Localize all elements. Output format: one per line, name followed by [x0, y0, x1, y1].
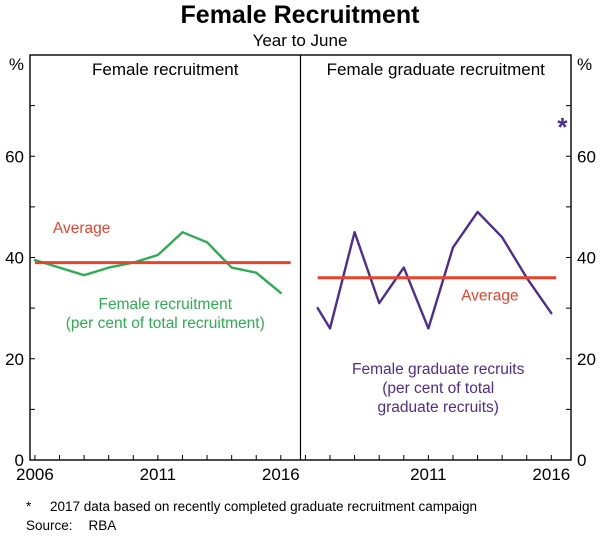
y-axis-label-left: 20	[5, 350, 24, 369]
y-axis-label-left: 60	[5, 147, 24, 166]
series-line	[33, 230, 282, 295]
source-value: RBA	[88, 518, 117, 533]
y-axis-unit-left: %	[9, 55, 24, 74]
x-axis-label: 2011	[140, 465, 177, 484]
y-axis-label-left: 0	[15, 451, 24, 470]
x-axis-label: 2016	[262, 465, 300, 484]
x-axis-label: 2016	[532, 465, 570, 484]
footnote-marker: *	[26, 499, 32, 514]
y-axis-label-right: 0	[577, 451, 586, 470]
y-axis-label-right: 40	[577, 249, 596, 268]
average-label-left: Average	[53, 220, 110, 237]
y-axis-label-right: 20	[577, 350, 596, 369]
footnote-text: 2017 data based on recently completed gr…	[50, 499, 478, 514]
y-axis-label-left: 40	[5, 249, 24, 268]
series-line	[316, 210, 553, 330]
panel-title: Female recruitment	[92, 60, 239, 79]
panel-title: Female graduate recruitment	[327, 60, 546, 79]
y-axis-unit-right: %	[577, 55, 592, 74]
x-axis-label: 2006	[16, 465, 54, 484]
series-label-left: Female recruitment (per cent of total rec…	[66, 296, 265, 332]
footnote: * 2017 data based on recently completed g…	[26, 499, 477, 514]
source-label: Source:	[26, 518, 73, 533]
chart-title: Female Recruitment	[180, 1, 420, 29]
y-axis-label-right: 60	[577, 147, 596, 166]
average-label-right: Average	[461, 288, 518, 305]
series-label-right: Female graduate recruits (per cent of tot…	[352, 361, 525, 416]
chart-subtitle: Year to June	[252, 31, 348, 50]
x-axis-label: 2011	[410, 465, 447, 484]
source-line: Source: RBA	[26, 518, 116, 533]
star-2017-marker: *	[557, 112, 568, 142]
